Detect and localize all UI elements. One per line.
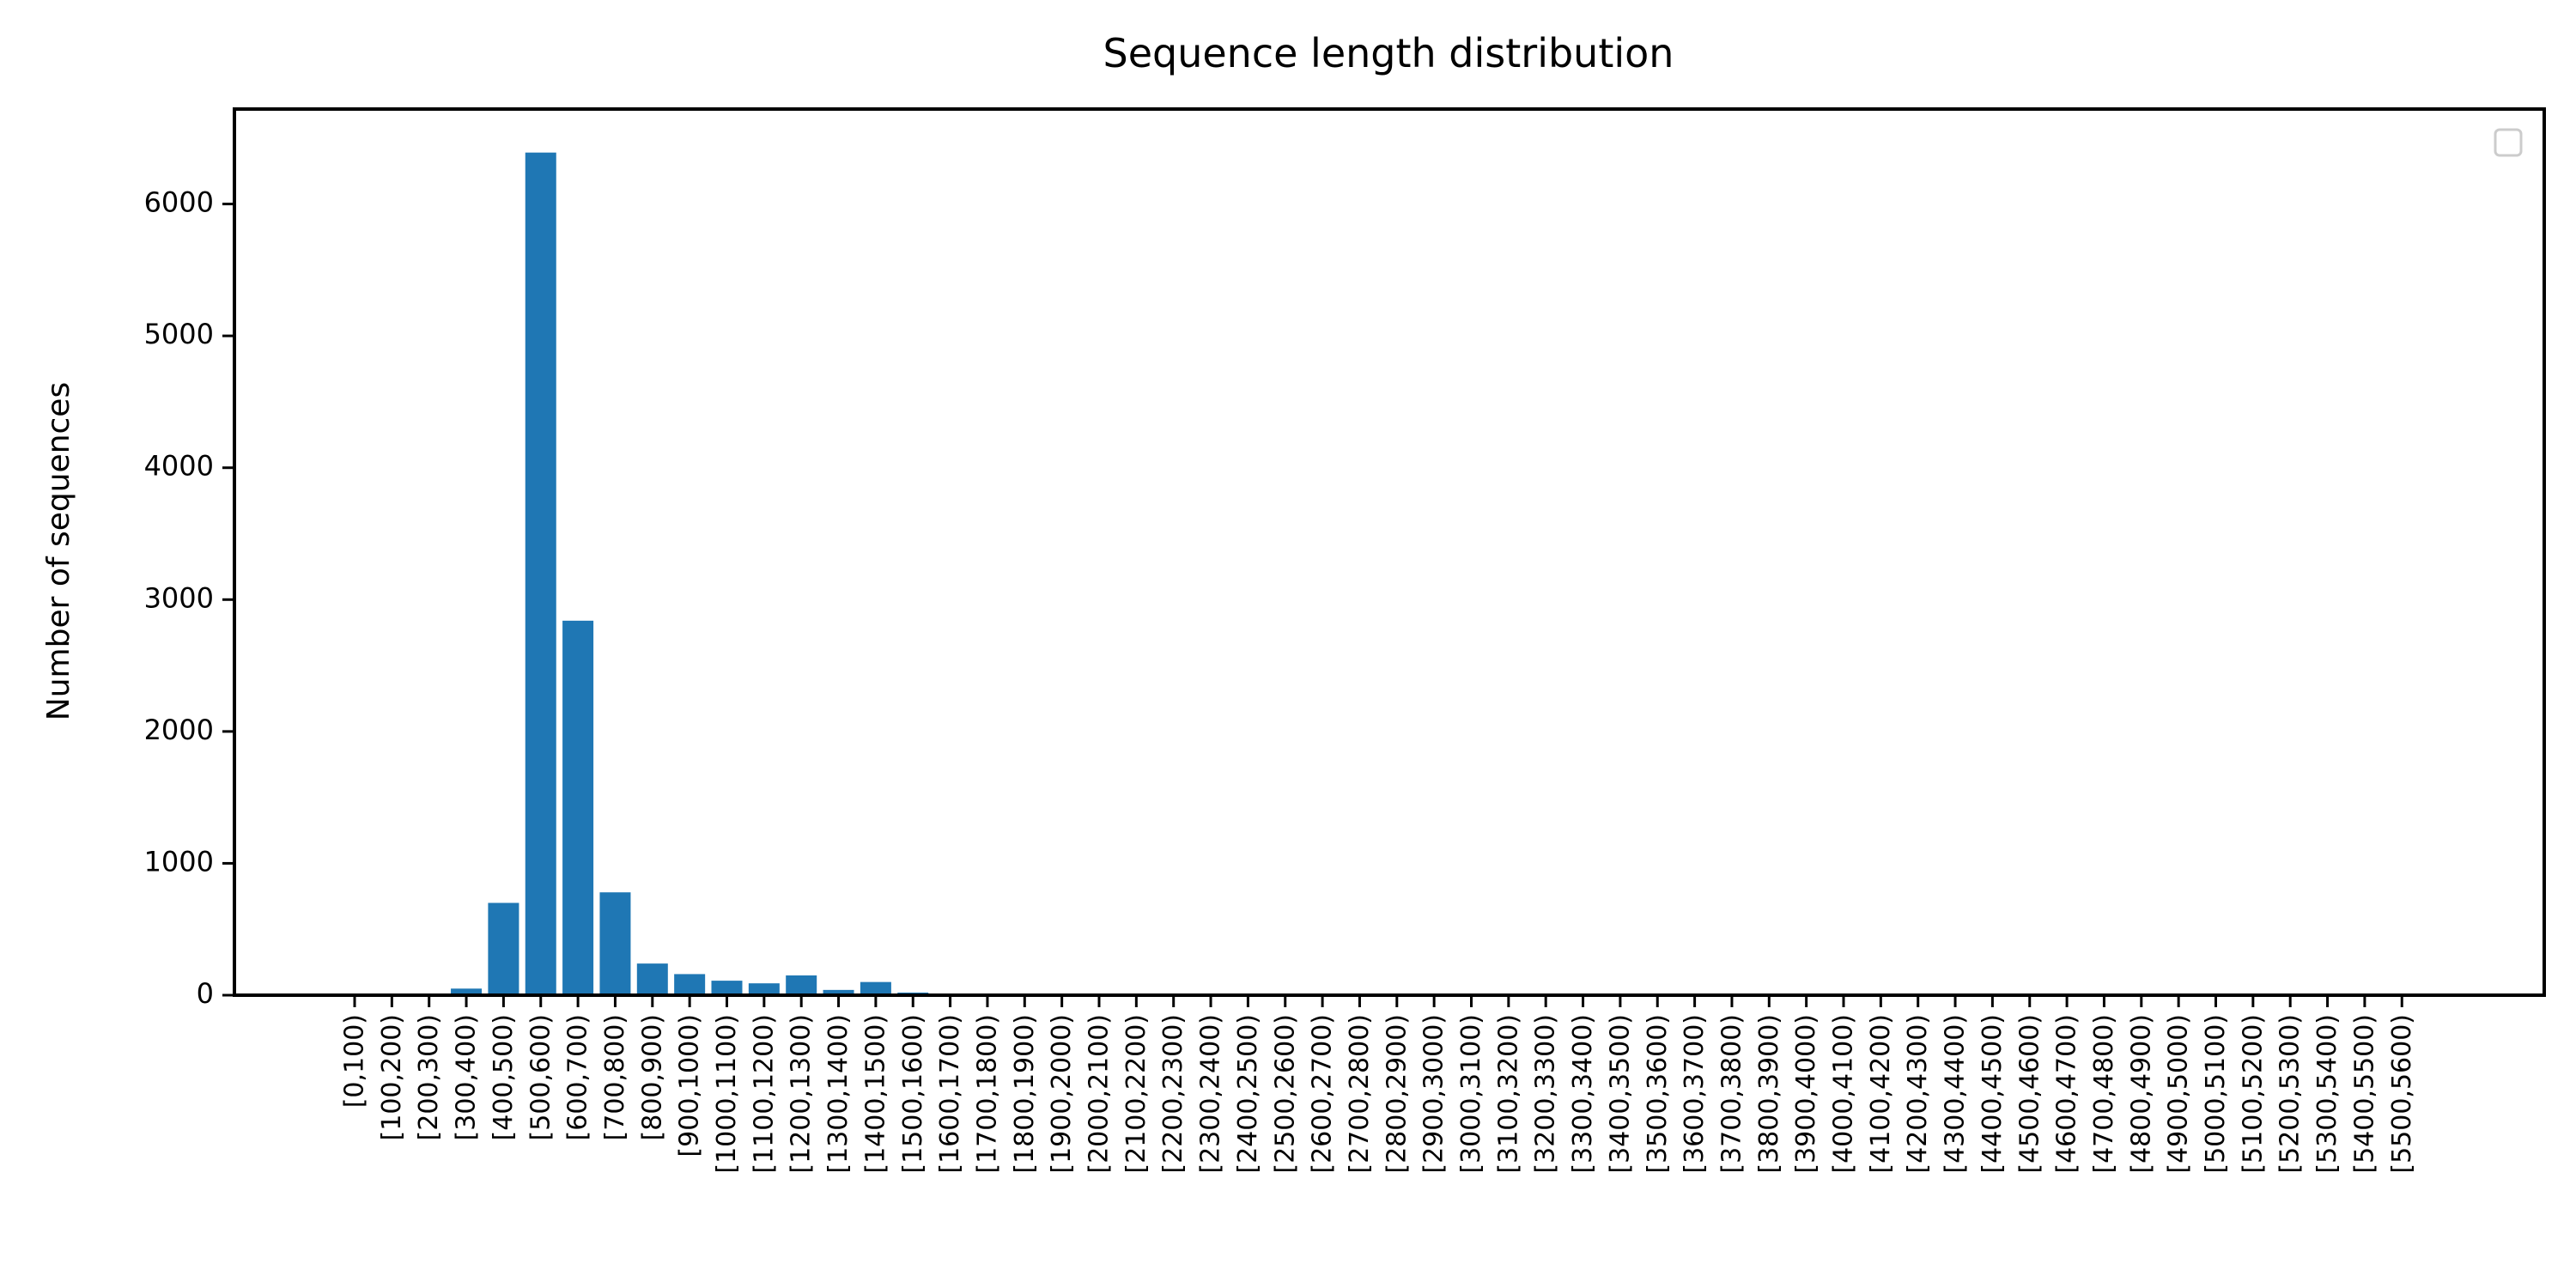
x-tick-label: [1500,1600) (898, 1014, 928, 1174)
x-tick-label: [4400,4500) (1978, 1014, 2008, 1174)
bar-4 (488, 902, 519, 995)
y-axis: 0 1000 2000 3000 4000 5000 6000 (144, 186, 234, 1010)
x-tick-label: [3500,3600) (1643, 1014, 1673, 1174)
bar-6 (562, 620, 594, 995)
x-tick-label: [2400,2500) (1233, 1014, 1263, 1174)
y-tick-label: 4000 (144, 450, 214, 483)
bar-11 (748, 983, 780, 995)
y-axis-label: Number of sequences (41, 382, 76, 720)
x-tick-label: [3200,3300) (1531, 1014, 1561, 1174)
x-tick-label: [3700,3800) (1716, 1014, 1747, 1174)
x-tick-label: [2300,2400) (1196, 1014, 1226, 1174)
x-tick-label: [2900,3000) (1419, 1014, 1449, 1174)
x-tick-label: [3300,3400) (1568, 1014, 1598, 1174)
chart-title: Sequence length distribution (1103, 30, 1674, 76)
bar-13 (823, 989, 854, 995)
x-tick-label: [1000,1100) (712, 1014, 742, 1174)
x-tick-label: [1600,1700) (935, 1014, 965, 1174)
x-tick-label: [4800,4900) (2126, 1014, 2156, 1174)
y-tick-label: 6000 (144, 186, 214, 219)
x-tick-label: [4000,4100) (1829, 1014, 1859, 1174)
x-tick-label: [4200,4300) (1903, 1014, 1933, 1174)
bar-3 (451, 988, 483, 995)
x-tick-label: [4500,4600) (2014, 1014, 2044, 1174)
legend-box (2494, 128, 2523, 157)
x-tick-label: [1700,1800) (972, 1014, 1002, 1174)
x-tick-label: [800,900) (637, 1014, 667, 1140)
x-tick-label: [900,1000) (675, 1014, 705, 1157)
x-tick-label: [400,500) (489, 1014, 519, 1140)
x-tick-label: [4100,4200) (1866, 1014, 1896, 1174)
x-tick-label: [1800,1900) (1010, 1014, 1040, 1174)
x-tick-label: [5300,5400) (2312, 1014, 2342, 1174)
x-tick-label: [2100,2200) (1121, 1014, 1151, 1174)
x-tick-label: [3000,3100) (1456, 1014, 1486, 1174)
x-tick-label: [100,200) (377, 1014, 407, 1140)
x-tick-label: [2000,2100) (1084, 1014, 1115, 1174)
bar-8 (636, 963, 668, 995)
bar-7 (599, 892, 631, 995)
x-tick-label: [3600,3700) (1680, 1014, 1710, 1174)
y-tick-label: 0 (197, 977, 214, 1010)
x-tick-label: [1900,2000) (1047, 1014, 1077, 1174)
x-tick-label: [5000,5100) (2201, 1014, 2231, 1174)
bar-series (413, 152, 1264, 995)
x-tick-label: [2500,2600) (1270, 1014, 1300, 1174)
x-tick-label: [2800,2900) (1382, 1014, 1412, 1174)
x-tick-label: [500,600) (526, 1014, 556, 1140)
x-tick-label: [5100,5200) (2238, 1014, 2268, 1174)
x-tick-label: [300,400) (452, 1014, 482, 1140)
y-tick-label: 2000 (144, 714, 214, 746)
plot-frame (233, 107, 2546, 997)
y-tick-label: 3000 (144, 581, 214, 614)
x-tick-label: [4300,4400) (1941, 1014, 1971, 1174)
bar-10 (711, 981, 743, 995)
x-tick-label: [1400,1500) (860, 1014, 890, 1174)
bar-14 (860, 981, 891, 995)
bar-5 (525, 152, 556, 995)
y-tick-label: 5000 (144, 318, 214, 350)
x-tick-label: [3900,4000) (1791, 1014, 1821, 1174)
y-tick-label: 1000 (144, 845, 214, 878)
x-tick-label: [3800,3900) (1754, 1014, 1784, 1174)
x-tick-label: [5200,5300) (2275, 1014, 2306, 1174)
x-tick-label: [5400,5500) (2349, 1014, 2379, 1174)
x-tick-label: [600,700) (563, 1014, 593, 1140)
x-tick-label: [1300,1400) (823, 1014, 854, 1174)
x-tick-label: [2200,2300) (1158, 1014, 1188, 1174)
x-tick-label: [2600,2700) (1308, 1014, 1338, 1174)
bar-12 (786, 975, 817, 995)
x-axis: [0,100) [100,200) [200,300) [300,400) [400,5… (340, 995, 2417, 1174)
x-tick-label: [3100,3200) (1493, 1014, 1523, 1174)
x-tick-label: [3400,3500) (1605, 1014, 1635, 1174)
bar-9 (674, 974, 706, 995)
x-tick-label: [4600,4700) (2052, 1014, 2082, 1174)
x-tick-label: [200,300) (414, 1014, 444, 1140)
x-tick-label: [1100,1200) (749, 1014, 779, 1174)
x-tick-label: [2700,2800) (1345, 1014, 1375, 1174)
x-tick-label: [4900,5000) (2164, 1014, 2194, 1174)
x-tick-label: [1200,1300) (787, 1014, 817, 1174)
x-tick-label: [5500,5600) (2387, 1014, 2417, 1174)
x-tick-label: [4700,4800) (2089, 1014, 2119, 1174)
x-tick-label: [0,100) (340, 1014, 370, 1108)
x-tick-label: [700,800) (600, 1014, 630, 1140)
